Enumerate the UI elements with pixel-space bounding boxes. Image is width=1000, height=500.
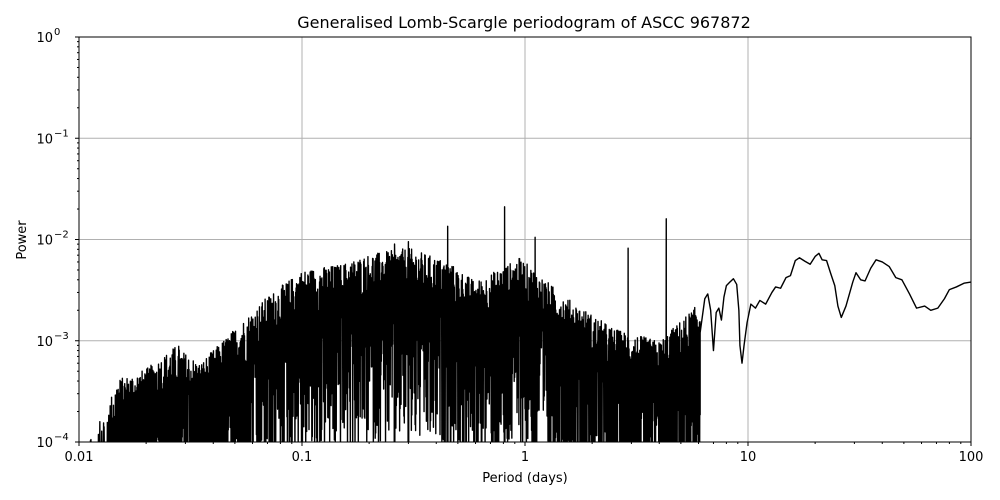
y-axis-label: Power [15, 220, 30, 260]
y-tick-label: 10 [36, 234, 53, 249]
y-tick-label: 10 [36, 31, 53, 46]
x-axis-label: Period (days) [482, 471, 568, 486]
x-tick-label: 10 [740, 450, 757, 465]
y-tick-label: 10 [36, 436, 53, 451]
x-axis-ticks: 0.01 0.1 1 10 100 [65, 442, 984, 465]
y-tick-exponent: −4 [54, 432, 69, 443]
x-tick-label: 100 [959, 450, 984, 465]
y-tick-label: 10 [36, 132, 53, 147]
y-tick-exponent: −1 [54, 128, 69, 139]
y-tick-label: 10 [36, 335, 53, 350]
x-tick-label: 0.01 [65, 450, 94, 465]
x-tick-label: 0.1 [292, 450, 313, 465]
x-tick-label: 1 [521, 450, 529, 465]
power-curve [89, 206, 971, 442]
y-tick-exponent: 0 [54, 27, 60, 38]
chart-title: Generalised Lomb-Scargle periodogram of … [297, 13, 751, 32]
y-tick-exponent: −3 [54, 331, 69, 342]
y-tick-exponent: −2 [54, 230, 69, 241]
